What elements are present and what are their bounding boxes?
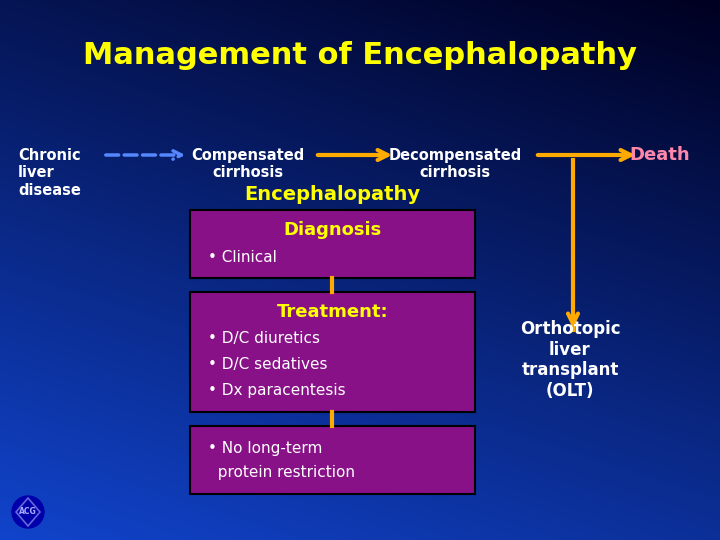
Text: Decompensated
cirrhosis: Decompensated cirrhosis [388, 148, 521, 180]
Text: Management of Encephalopathy: Management of Encephalopathy [83, 40, 637, 70]
Circle shape [12, 496, 44, 528]
FancyBboxPatch shape [190, 292, 475, 412]
Text: Death: Death [630, 146, 690, 164]
Text: Chronic
liver
disease: Chronic liver disease [18, 148, 81, 198]
Text: • No long-term: • No long-term [208, 441, 323, 456]
FancyBboxPatch shape [190, 426, 475, 494]
FancyBboxPatch shape [190, 210, 475, 278]
Text: • Dx paracentesis: • Dx paracentesis [208, 382, 346, 397]
Text: protein restriction: protein restriction [208, 464, 355, 480]
Text: Orthotopic
liver
transplant
(OLT): Orthotopic liver transplant (OLT) [520, 320, 621, 400]
Text: • D/C diuretics: • D/C diuretics [208, 330, 320, 346]
Text: Diagnosis: Diagnosis [284, 221, 382, 239]
Text: Encephalopathy: Encephalopathy [244, 186, 420, 205]
Text: Treatment:: Treatment: [276, 303, 388, 321]
Text: ACG: ACG [19, 508, 37, 516]
Text: Compensated
cirrhosis: Compensated cirrhosis [192, 148, 305, 180]
Text: • D/C sedatives: • D/C sedatives [208, 356, 328, 372]
Text: • Clinical: • Clinical [208, 251, 277, 266]
